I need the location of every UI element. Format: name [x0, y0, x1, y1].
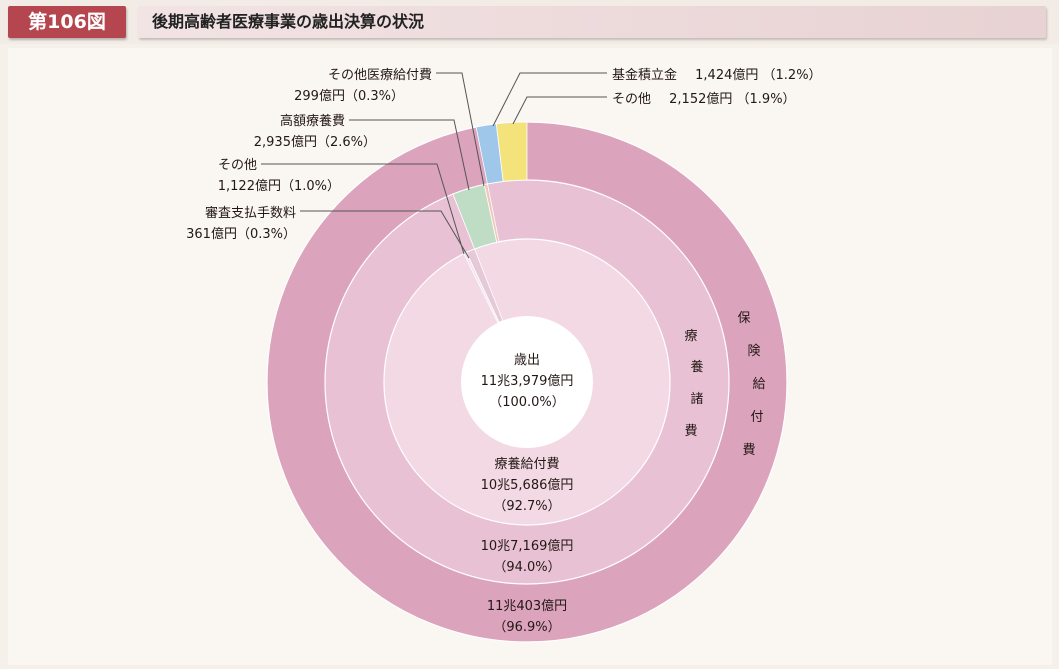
center-circle — [461, 316, 593, 448]
callout-fund-reserve-amount: 1,424億円 — [695, 67, 758, 83]
center-amount: 11兆3,979億円 — [481, 373, 574, 389]
inner-ring-name: 療養給付費 — [494, 456, 559, 472]
callout-other-medical-share: （0.3%） — [345, 89, 404, 104]
callout-other-medcare-name: その他 — [218, 158, 257, 173]
middle-ring-char-2: 養 — [690, 359, 703, 375]
callout-review-fee-value: 361億円（0.3%） — [186, 226, 296, 242]
center-share: （100.0%） — [489, 395, 565, 410]
outer-ring-char-3: 給 — [752, 377, 765, 392]
callout-review-fee-name: 審査支払手数料 — [205, 206, 296, 221]
inner-ring-amount: 10兆5,686億円 — [481, 477, 574, 493]
callout-other-medical-value: 299億円（0.3%） — [294, 88, 404, 104]
middle-ring-char-3: 諸 — [690, 391, 703, 407]
callout-review-fee-share: （0.3%） — [237, 227, 296, 242]
callout-other-medcare-share: （1.0%） — [281, 179, 340, 194]
figure-title-box: 後期高齢者医療事業の歳出決算の状況 — [138, 6, 1046, 38]
outer-ring-char-5: 費 — [742, 443, 755, 458]
middle-ring-share: （94.0%） — [493, 560, 560, 575]
leader-fund-reserve — [492, 72, 607, 127]
callout-high-cost-share: （2.6%） — [317, 135, 376, 150]
figure-number-badge: 第106図 — [8, 6, 126, 38]
callout-other-expense-amount: 2,152億円 — [669, 91, 732, 107]
slice-fund-reserve — [475, 123, 504, 185]
center-label: 歳出 — [514, 353, 540, 368]
callout-fund-reserve: 基金積立金 1,424億円 （1.2%） — [612, 67, 822, 83]
callout-fund-reserve-name: 基金積立金 — [612, 67, 677, 83]
callout-other-expense-name: その他 — [612, 92, 651, 107]
callout-other-medical-name: その他医療給付費 — [328, 68, 432, 83]
callout-other-expense-share: （1.9%） — [737, 92, 796, 107]
outer-ring-amount: 11兆403億円 — [487, 598, 567, 614]
callout-other-medcare-value: 1,122億円（1.0%） — [218, 178, 340, 194]
header-bar: 第106図 後期高齢者医療事業の歳出決算の状況 — [0, 0, 1059, 44]
middle-ring-char-4: 費 — [684, 424, 697, 439]
inner-ring-share: （92.7%） — [493, 499, 560, 514]
middle-ring-amount: 10兆7,169億円 — [481, 538, 574, 554]
outer-ring-char-4: 付 — [750, 410, 763, 425]
callout-other-medcare-amount: 1,122億円 — [218, 178, 281, 194]
leader-other-expense — [512, 96, 607, 125]
slice-group — [452, 121, 528, 324]
callout-high-cost-name: 高額療養費 — [280, 113, 345, 129]
slice-high-cost-medical — [452, 184, 498, 250]
middle-ring-char-1: 療 — [684, 329, 697, 344]
leader-other-medical-care — [261, 163, 465, 255]
figure-title: 後期高齢者医療事業の歳出決算の状況 — [152, 12, 425, 31]
callout-other-expense: その他 2,152億円 （1.9%） — [612, 91, 796, 107]
outer-ring-char-1: 保 — [737, 311, 750, 326]
leader-line-group — [261, 72, 607, 259]
leader-other-medical — [436, 72, 485, 187]
callout-high-cost-amount: 2,935億円 — [254, 134, 317, 150]
outer-ring-share: （96.9%） — [493, 620, 560, 635]
callout-fund-reserve-share: （1.2%） — [763, 68, 822, 83]
leader-review-fee — [300, 210, 470, 259]
callout-other-medical-amount: 299億円 — [294, 88, 345, 104]
callout-review-fee-amount: 361億円 — [186, 226, 237, 242]
slice-other-expense — [495, 121, 528, 182]
leader-high-cost — [349, 119, 470, 191]
callout-high-cost-value: 2,935億円（2.6%） — [254, 134, 376, 150]
outer-ring-char-2: 険 — [747, 344, 760, 359]
